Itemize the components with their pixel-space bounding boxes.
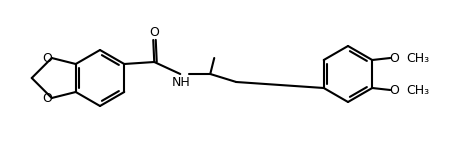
Text: O: O (42, 92, 52, 104)
Text: O: O (389, 84, 399, 96)
Text: O: O (42, 51, 52, 64)
Text: O: O (150, 26, 159, 40)
Text: O: O (389, 51, 399, 64)
Text: CH₃: CH₃ (406, 84, 429, 96)
Text: NH: NH (172, 76, 191, 88)
Text: CH₃: CH₃ (406, 51, 429, 64)
